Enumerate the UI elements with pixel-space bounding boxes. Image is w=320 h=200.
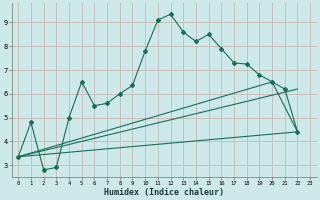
X-axis label: Humidex (Indice chaleur): Humidex (Indice chaleur) [104, 188, 224, 197]
